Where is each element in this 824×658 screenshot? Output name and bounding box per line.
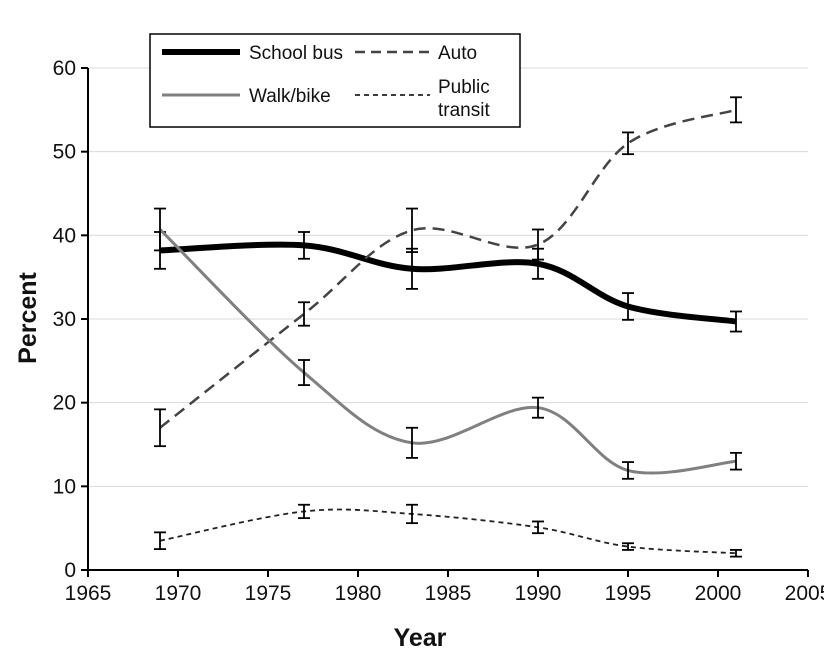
series-walk-bike <box>154 207 742 480</box>
y-tick-label: 10 <box>53 475 76 498</box>
y-tick-label: 20 <box>53 392 76 415</box>
series-layer <box>154 96 742 558</box>
x-tick-label: 2005 <box>785 582 824 605</box>
x-tick-label: 1990 <box>515 582 562 605</box>
legend-label-auto: Auto <box>438 43 477 64</box>
series-school-bus <box>154 231 742 333</box>
legend-label-public-transit-line2: transit <box>438 100 490 121</box>
x-tick-label: 1965 <box>65 582 112 605</box>
x-tick-label: 1995 <box>605 582 652 605</box>
x-tick-label: 1975 <box>245 582 292 605</box>
series-line-school-bus <box>159 241 737 325</box>
x-tick-label: 2000 <box>695 582 742 605</box>
x-tick-label: 1970 <box>155 582 202 605</box>
x-tick-label: 1985 <box>425 582 472 605</box>
legend-label-public-transit-line1: Public <box>438 77 490 98</box>
y-tick-label: 60 <box>53 57 76 80</box>
y-tick-label: 0 <box>64 559 76 582</box>
legend-label-walk-bike: Walk/bike <box>249 86 331 107</box>
y-tick-label: 30 <box>53 308 76 331</box>
y-ticks: 0 10 20 30 40 50 60 <box>53 57 88 582</box>
legend-label-school-bus: School bus <box>249 43 343 64</box>
x-ticks: 1965 1970 1975 1980 1985 1990 1995 2000 2005 <box>65 570 824 605</box>
y-tick-label: 50 <box>53 141 76 164</box>
gridlines <box>88 67 808 487</box>
y-axis-title: Percent <box>14 271 42 363</box>
series-auto <box>154 96 742 448</box>
x-axis-title: Year <box>394 624 447 652</box>
legend: School bus Auto Walk/bike Public transit <box>149 33 521 128</box>
series-line-public-transit <box>159 508 737 555</box>
series-public-transit <box>154 503 742 558</box>
y-tick-label: 40 <box>53 224 76 247</box>
x-tick-label: 1980 <box>335 582 382 605</box>
